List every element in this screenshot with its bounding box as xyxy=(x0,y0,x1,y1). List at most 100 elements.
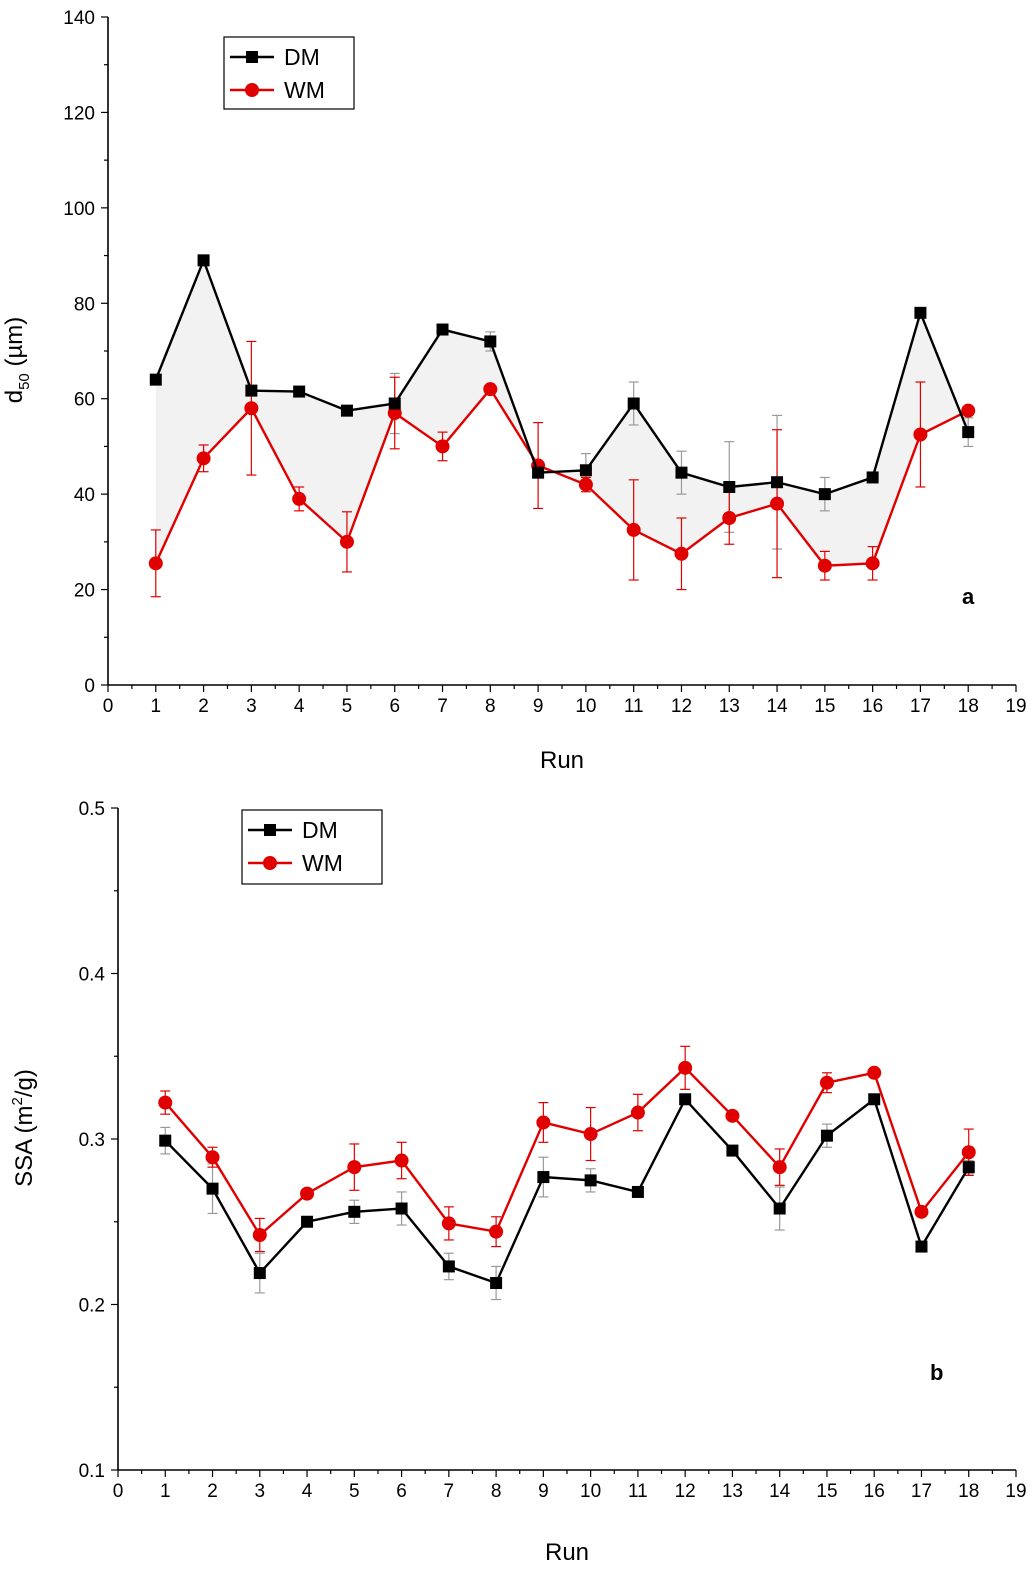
x-tick-label: 18 xyxy=(958,696,979,717)
x-tick-label: 3 xyxy=(246,696,257,717)
data-point-dm xyxy=(253,1267,266,1280)
series-line-dm xyxy=(154,256,970,496)
data-point-wm xyxy=(435,439,450,454)
x-tick-label: 17 xyxy=(910,696,931,717)
data-point-wm xyxy=(205,1150,220,1165)
data-point-dm xyxy=(773,1202,786,1215)
y-tick-label: 0.5 xyxy=(79,799,105,820)
series-line-wm xyxy=(164,1066,970,1237)
y-axis-title-subscript: 50 xyxy=(16,373,33,390)
y-axis-title-main: SSA (m xyxy=(11,1106,38,1187)
data-point-dm xyxy=(206,1182,219,1195)
data-point-wm xyxy=(292,491,307,506)
y-tick-label: 80 xyxy=(74,294,95,315)
data-point-dm xyxy=(962,1161,975,1174)
series-line-wm xyxy=(154,387,969,567)
data-point-dm xyxy=(818,488,831,501)
x-tick-label: 7 xyxy=(437,696,448,717)
y-tick-label: 140 xyxy=(63,8,95,29)
data-point-dm xyxy=(442,1260,455,1273)
x-tick-label: 0 xyxy=(113,1481,124,1502)
y-axis-title: d50 (µm) xyxy=(1,317,33,404)
data-point-wm xyxy=(817,558,832,573)
data-point-wm xyxy=(489,1224,504,1239)
data-point-dm xyxy=(868,1093,881,1106)
x-tick-label: 0 xyxy=(103,696,114,717)
x-tick-label: 16 xyxy=(864,1481,885,1502)
y-axis-title-unit: /g) xyxy=(11,1069,38,1097)
x-tick-label: 7 xyxy=(444,1481,455,1502)
x-axis-title: Run xyxy=(540,747,584,774)
x-tick-label: 5 xyxy=(342,696,353,717)
data-point-dm xyxy=(348,1205,361,1218)
x-axis-title: Run xyxy=(545,1539,589,1566)
data-point-dm xyxy=(631,1185,644,1198)
y-axis-title-superscript: 2 xyxy=(9,1097,26,1105)
legend-marker xyxy=(264,824,276,836)
x-tick-label: 1 xyxy=(160,1481,171,1502)
x-tick-label: 15 xyxy=(814,696,835,717)
data-point-dm xyxy=(584,1174,597,1187)
data-point-dm xyxy=(301,1215,314,1228)
x-tick-label: 15 xyxy=(816,1481,837,1502)
data-point-dm xyxy=(293,385,306,398)
data-point-dm xyxy=(962,426,975,439)
x-tick-label: 9 xyxy=(538,1481,549,1502)
panel-letter: a xyxy=(962,584,975,609)
data-point-dm xyxy=(771,476,784,489)
x-tick-label: 14 xyxy=(769,1481,791,1502)
x-tick-label: 6 xyxy=(389,696,400,717)
data-point-wm xyxy=(674,546,689,561)
legend: DM WM xyxy=(241,809,383,885)
data-point-dm xyxy=(490,1276,503,1289)
y-tick-label: 0.2 xyxy=(79,1296,105,1317)
x-tick-label: 16 xyxy=(862,696,883,717)
data-point-wm xyxy=(865,556,880,571)
series-line-dm xyxy=(164,1097,970,1285)
data-point-dm xyxy=(915,1240,928,1253)
data-point-wm xyxy=(483,382,498,397)
legend-marker xyxy=(245,83,259,97)
panel-a: 0 1 2 3 4 5 6 7 8 9 10 11 12 13 14 15 16 17 18 190204060801… xyxy=(1,8,1027,774)
data-point-dm xyxy=(723,480,736,493)
x-tick-label: 19 xyxy=(1005,696,1026,717)
legend-marker xyxy=(246,51,258,63)
x-tick-label: 8 xyxy=(485,696,496,717)
x-tick-label: 2 xyxy=(207,1481,218,1502)
data-point-dm xyxy=(395,1202,408,1215)
data-point-dm xyxy=(675,466,688,479)
data-point-wm xyxy=(770,496,785,511)
legend-box xyxy=(223,36,355,110)
data-point-dm xyxy=(149,373,162,386)
x-tick-label: 4 xyxy=(294,696,305,717)
data-point-dm xyxy=(866,471,879,484)
shaded-region xyxy=(155,260,969,566)
data-point-wm xyxy=(583,1127,598,1142)
data-point-dm xyxy=(388,397,401,410)
data-point-wm xyxy=(772,1160,787,1175)
data-point-wm xyxy=(441,1216,456,1231)
x-tick-label: 14 xyxy=(766,696,788,717)
legend-label: WM xyxy=(302,850,343,876)
y-axis-title-main: d xyxy=(1,390,28,403)
data-point-dm xyxy=(679,1093,692,1106)
x-tick-label: 10 xyxy=(575,696,596,717)
x-tick-label: 11 xyxy=(628,1481,648,1502)
x-tick-label: 8 xyxy=(491,1481,502,1502)
y-tick-label: 0.4 xyxy=(79,965,106,986)
legend-label: WM xyxy=(284,77,325,103)
x-tick-label: 18 xyxy=(958,1481,979,1502)
data-point-dm xyxy=(245,384,258,397)
data-point-wm xyxy=(678,1060,693,1075)
x-tick-label: 13 xyxy=(719,696,740,717)
data-point-wm xyxy=(630,1105,645,1120)
data-point-dm xyxy=(627,397,640,410)
legend-label: DM xyxy=(284,44,320,70)
data-point-wm xyxy=(914,1204,929,1219)
data-point-wm xyxy=(158,1095,173,1110)
data-point-wm xyxy=(725,1108,740,1123)
data-point-wm xyxy=(387,406,402,421)
data-point-wm xyxy=(347,1160,362,1175)
x-tick-label: 12 xyxy=(671,696,692,717)
data-point-wm xyxy=(722,511,737,525)
